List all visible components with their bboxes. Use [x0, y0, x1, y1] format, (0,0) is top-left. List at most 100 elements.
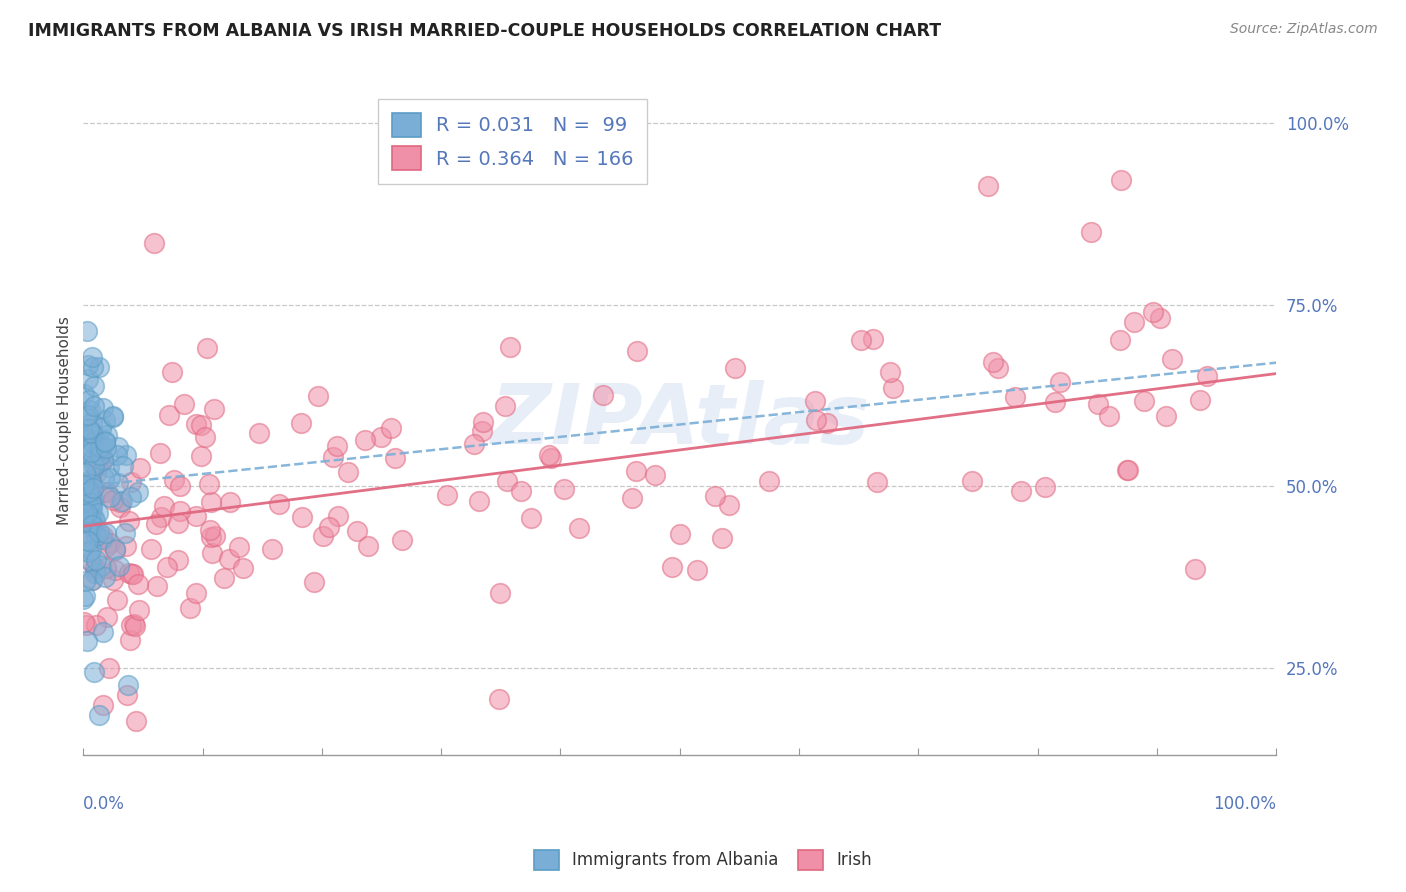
Point: [90, 559, 112, 574]
Point: [167, 553, 190, 567]
Point: [128, 460, 150, 475]
Point: [80, 351, 103, 365]
Point: [93, 570, 115, 584]
Point: [987, 361, 1010, 376]
Point: [73, 429, 96, 443]
Point: [86, 528, 108, 542]
Point: [79, 527, 101, 541]
Point: [146, 579, 169, 593]
Point: [436, 488, 458, 502]
Point: [72, 615, 94, 630]
Point: [592, 387, 614, 401]
Point: [804, 394, 827, 409]
Point: [82, 502, 104, 516]
Point: [661, 560, 683, 574]
Point: [1197, 369, 1219, 384]
Point: [76, 324, 98, 338]
Point: [84, 515, 107, 529]
Point: [184, 509, 207, 524]
Point: [710, 531, 733, 545]
Point: [84, 617, 107, 632]
Point: [142, 235, 165, 250]
Point: [156, 559, 179, 574]
Point: [318, 520, 340, 534]
Point: [96, 484, 118, 499]
Point: [96, 525, 118, 540]
Point: [82, 573, 104, 587]
Point: [247, 426, 270, 441]
Point: [89, 436, 111, 450]
Point: [122, 567, 145, 582]
Point: [1111, 173, 1133, 187]
Point: [96, 427, 118, 442]
Point: [76, 372, 98, 386]
Point: [621, 491, 644, 505]
Point: [157, 408, 180, 422]
Point: [73, 467, 96, 481]
Point: [1116, 463, 1139, 477]
Point: [219, 495, 242, 509]
Point: [125, 714, 148, 729]
Point: [86, 506, 108, 520]
Point: [80, 445, 103, 459]
Legend: R = 0.031   N =  99, R = 0.364   N = 166: R = 0.031 N = 99, R = 0.364 N = 166: [378, 99, 647, 184]
Point: [91, 451, 114, 466]
Point: [83, 378, 105, 392]
Point: [391, 533, 413, 548]
Point: [882, 381, 904, 395]
Point: [79, 403, 101, 417]
Point: [510, 483, 533, 498]
Point: [520, 511, 543, 525]
Point: [89, 457, 111, 471]
Point: [94, 435, 117, 450]
Point: [112, 459, 135, 474]
Point: [162, 365, 184, 379]
Point: [76, 530, 98, 544]
Point: [79, 473, 101, 487]
Point: [194, 430, 217, 444]
Point: [80, 542, 103, 557]
Point: [218, 552, 240, 566]
Point: [77, 516, 100, 530]
Point: [72, 503, 94, 517]
Point: [84, 522, 107, 536]
Point: [98, 491, 121, 505]
Point: [488, 692, 510, 706]
Point: [82, 359, 104, 374]
Point: [93, 470, 115, 484]
Point: [96, 610, 118, 624]
Point: [104, 564, 127, 578]
Point: [538, 448, 561, 462]
Point: [804, 413, 827, 427]
Point: [77, 484, 100, 499]
Point: [1043, 394, 1066, 409]
Point: [128, 603, 150, 617]
Point: [93, 484, 115, 499]
Point: [89, 525, 111, 540]
Point: [97, 661, 120, 675]
Point: [121, 567, 143, 582]
Point: [73, 387, 96, 401]
Point: [84, 553, 107, 567]
Point: [98, 471, 121, 485]
Point: [200, 524, 222, 538]
Point: [110, 494, 132, 508]
Point: [173, 397, 195, 411]
Point: [80, 498, 103, 512]
Text: IMMIGRANTS FROM ALBANIA VS IRISH MARRIED-COUPLE HOUSEHOLDS CORRELATION CHART: IMMIGRANTS FROM ALBANIA VS IRISH MARRIED…: [28, 22, 941, 40]
Point: [179, 601, 201, 615]
Point: [879, 365, 901, 379]
Point: [77, 393, 100, 408]
Point: [107, 475, 129, 490]
Point: [200, 495, 222, 509]
Point: [82, 452, 104, 467]
Point: [163, 474, 186, 488]
Point: [75, 618, 97, 632]
Point: [94, 441, 117, 455]
Point: [72, 591, 94, 606]
Point: [91, 453, 114, 467]
Point: [108, 495, 131, 509]
Point: [94, 413, 117, 427]
Point: [494, 399, 516, 413]
Point: [981, 355, 1004, 369]
